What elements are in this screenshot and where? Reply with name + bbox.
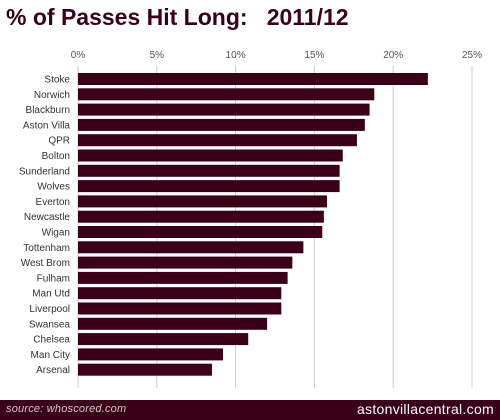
category-labels: Stoke Norwich Blackburn Aston Villa QPR Bolto… <box>19 75 71 377</box>
category-label: Newcastle <box>24 212 71 223</box>
x-axis-ticks: 0% 5% 10% 15% 20% 25% <box>71 50 482 61</box>
category-label: Man City <box>31 350 70 361</box>
category-label: Chelsea <box>33 335 70 346</box>
bar <box>78 88 375 101</box>
x-tick-label: 10% <box>226 50 246 61</box>
category-label: Tottenham <box>23 243 70 254</box>
bar <box>78 180 340 193</box>
category-label: Liverpool <box>29 304 70 315</box>
site-credit: astonvillacentral.com <box>356 401 494 417</box>
category-label: Norwich <box>34 90 70 101</box>
bar <box>78 348 223 361</box>
category-label: West Brom <box>21 258 70 269</box>
x-tick-label: 5% <box>150 50 165 61</box>
category-label: Blackburn <box>26 105 70 116</box>
bar <box>78 302 282 315</box>
bar <box>78 287 282 300</box>
bar <box>78 333 249 346</box>
category-label: Aston Villa <box>23 120 71 131</box>
category-label: Fulham <box>37 273 70 284</box>
bar <box>78 317 268 330</box>
category-label: Sunderland <box>19 166 70 177</box>
title-percent-sign: % <box>6 4 27 30</box>
bar <box>78 103 370 116</box>
category-label: Swansea <box>29 319 71 330</box>
bar <box>78 210 324 223</box>
bar <box>78 149 343 162</box>
category-label: Everton <box>36 197 70 208</box>
x-tick-label: 20% <box>383 50 403 61</box>
bar <box>78 195 328 208</box>
bar <box>78 241 304 254</box>
bar <box>78 118 365 131</box>
bar <box>78 256 293 269</box>
bars <box>78 73 428 376</box>
bar <box>78 226 323 238</box>
category-label: Bolton <box>42 151 70 162</box>
x-tick-label: 0% <box>71 50 86 61</box>
category-label: Man Utd <box>32 289 70 300</box>
category-label: Wolves <box>37 182 70 193</box>
chart-title: % of Passes Hit Long: 2011/12 <box>6 2 349 32</box>
category-label: Stoke <box>44 75 70 86</box>
x-tick-label: 15% <box>304 50 324 61</box>
x-tick-label: 25% <box>462 50 482 61</box>
source-credit: source: whoscored.com <box>6 403 127 415</box>
footer-bar: source: whoscored.com astonvillacentral.… <box>0 400 500 420</box>
category-label: QPR <box>48 136 70 147</box>
bar <box>78 271 288 284</box>
category-label: Wigan <box>42 228 70 239</box>
bar-chart: 0% 5% 10% 15% 20% 25% Stoke Norwich Blackburn As… <box>19 50 482 388</box>
bar <box>78 363 212 376</box>
title-text: of Passes Hit Long: 2011/12 <box>26 4 349 30</box>
category-label: Arsenal <box>36 365 70 376</box>
bar <box>78 164 340 177</box>
bar <box>78 73 428 85</box>
bar <box>78 134 357 147</box>
